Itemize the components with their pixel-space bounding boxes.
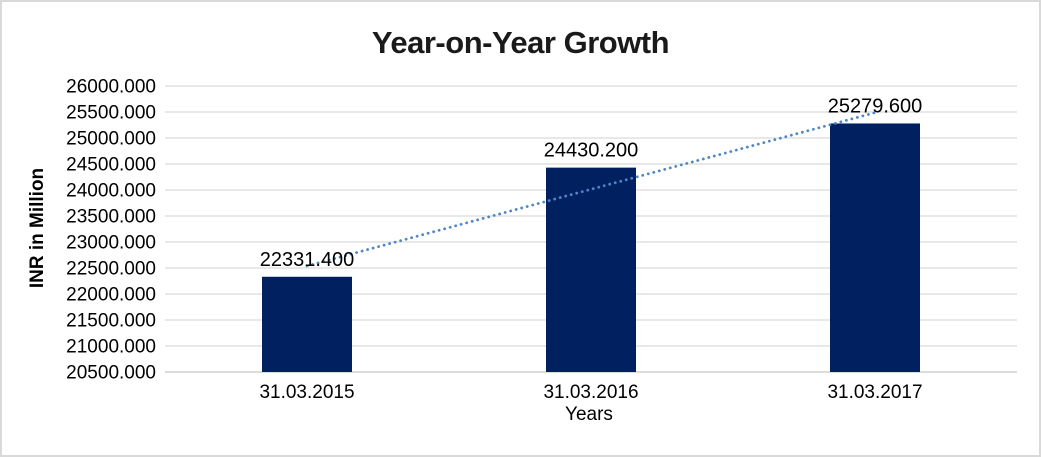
x-tick-label: 31.03.2017 — [827, 382, 922, 403]
y-axis-title: INR in Million — [27, 167, 48, 289]
y-tick-label: 22000.000 — [66, 285, 156, 306]
y-tick-label: 26000.000 — [66, 77, 156, 98]
x-tick-label: 31.03.2016 — [543, 382, 638, 403]
y-tick-label: 24500.000 — [66, 155, 156, 176]
y-tick-label: 22500.000 — [66, 259, 156, 280]
y-tick-label: 25000.000 — [66, 129, 156, 150]
x-tick-label: 31.03.2015 — [259, 382, 354, 403]
y-tick-label: 24000.000 — [66, 181, 156, 202]
y-tick-label: 23500.000 — [66, 207, 156, 228]
bar-31.03.2016 — [546, 167, 636, 372]
x-axis-title: Years — [565, 404, 613, 425]
trendline — [305, 111, 877, 268]
bar-31.03.2015 — [262, 276, 352, 372]
bar-value-label: 25279.600 — [828, 95, 923, 117]
y-tick-label: 21500.000 — [66, 311, 156, 332]
bar-value-label: 24430.200 — [544, 140, 639, 162]
y-tick-label: 21000.000 — [66, 337, 156, 358]
y-tick-label: 23000.000 — [66, 233, 156, 254]
bar-value-label: 22331.400 — [260, 249, 355, 271]
chart-title: Year-on-Year Growth — [371, 25, 670, 60]
bar-31.03.2017 — [830, 123, 920, 372]
y-tick-label: 25500.000 — [66, 103, 156, 124]
y-tick-label: 20500.000 — [66, 363, 156, 384]
